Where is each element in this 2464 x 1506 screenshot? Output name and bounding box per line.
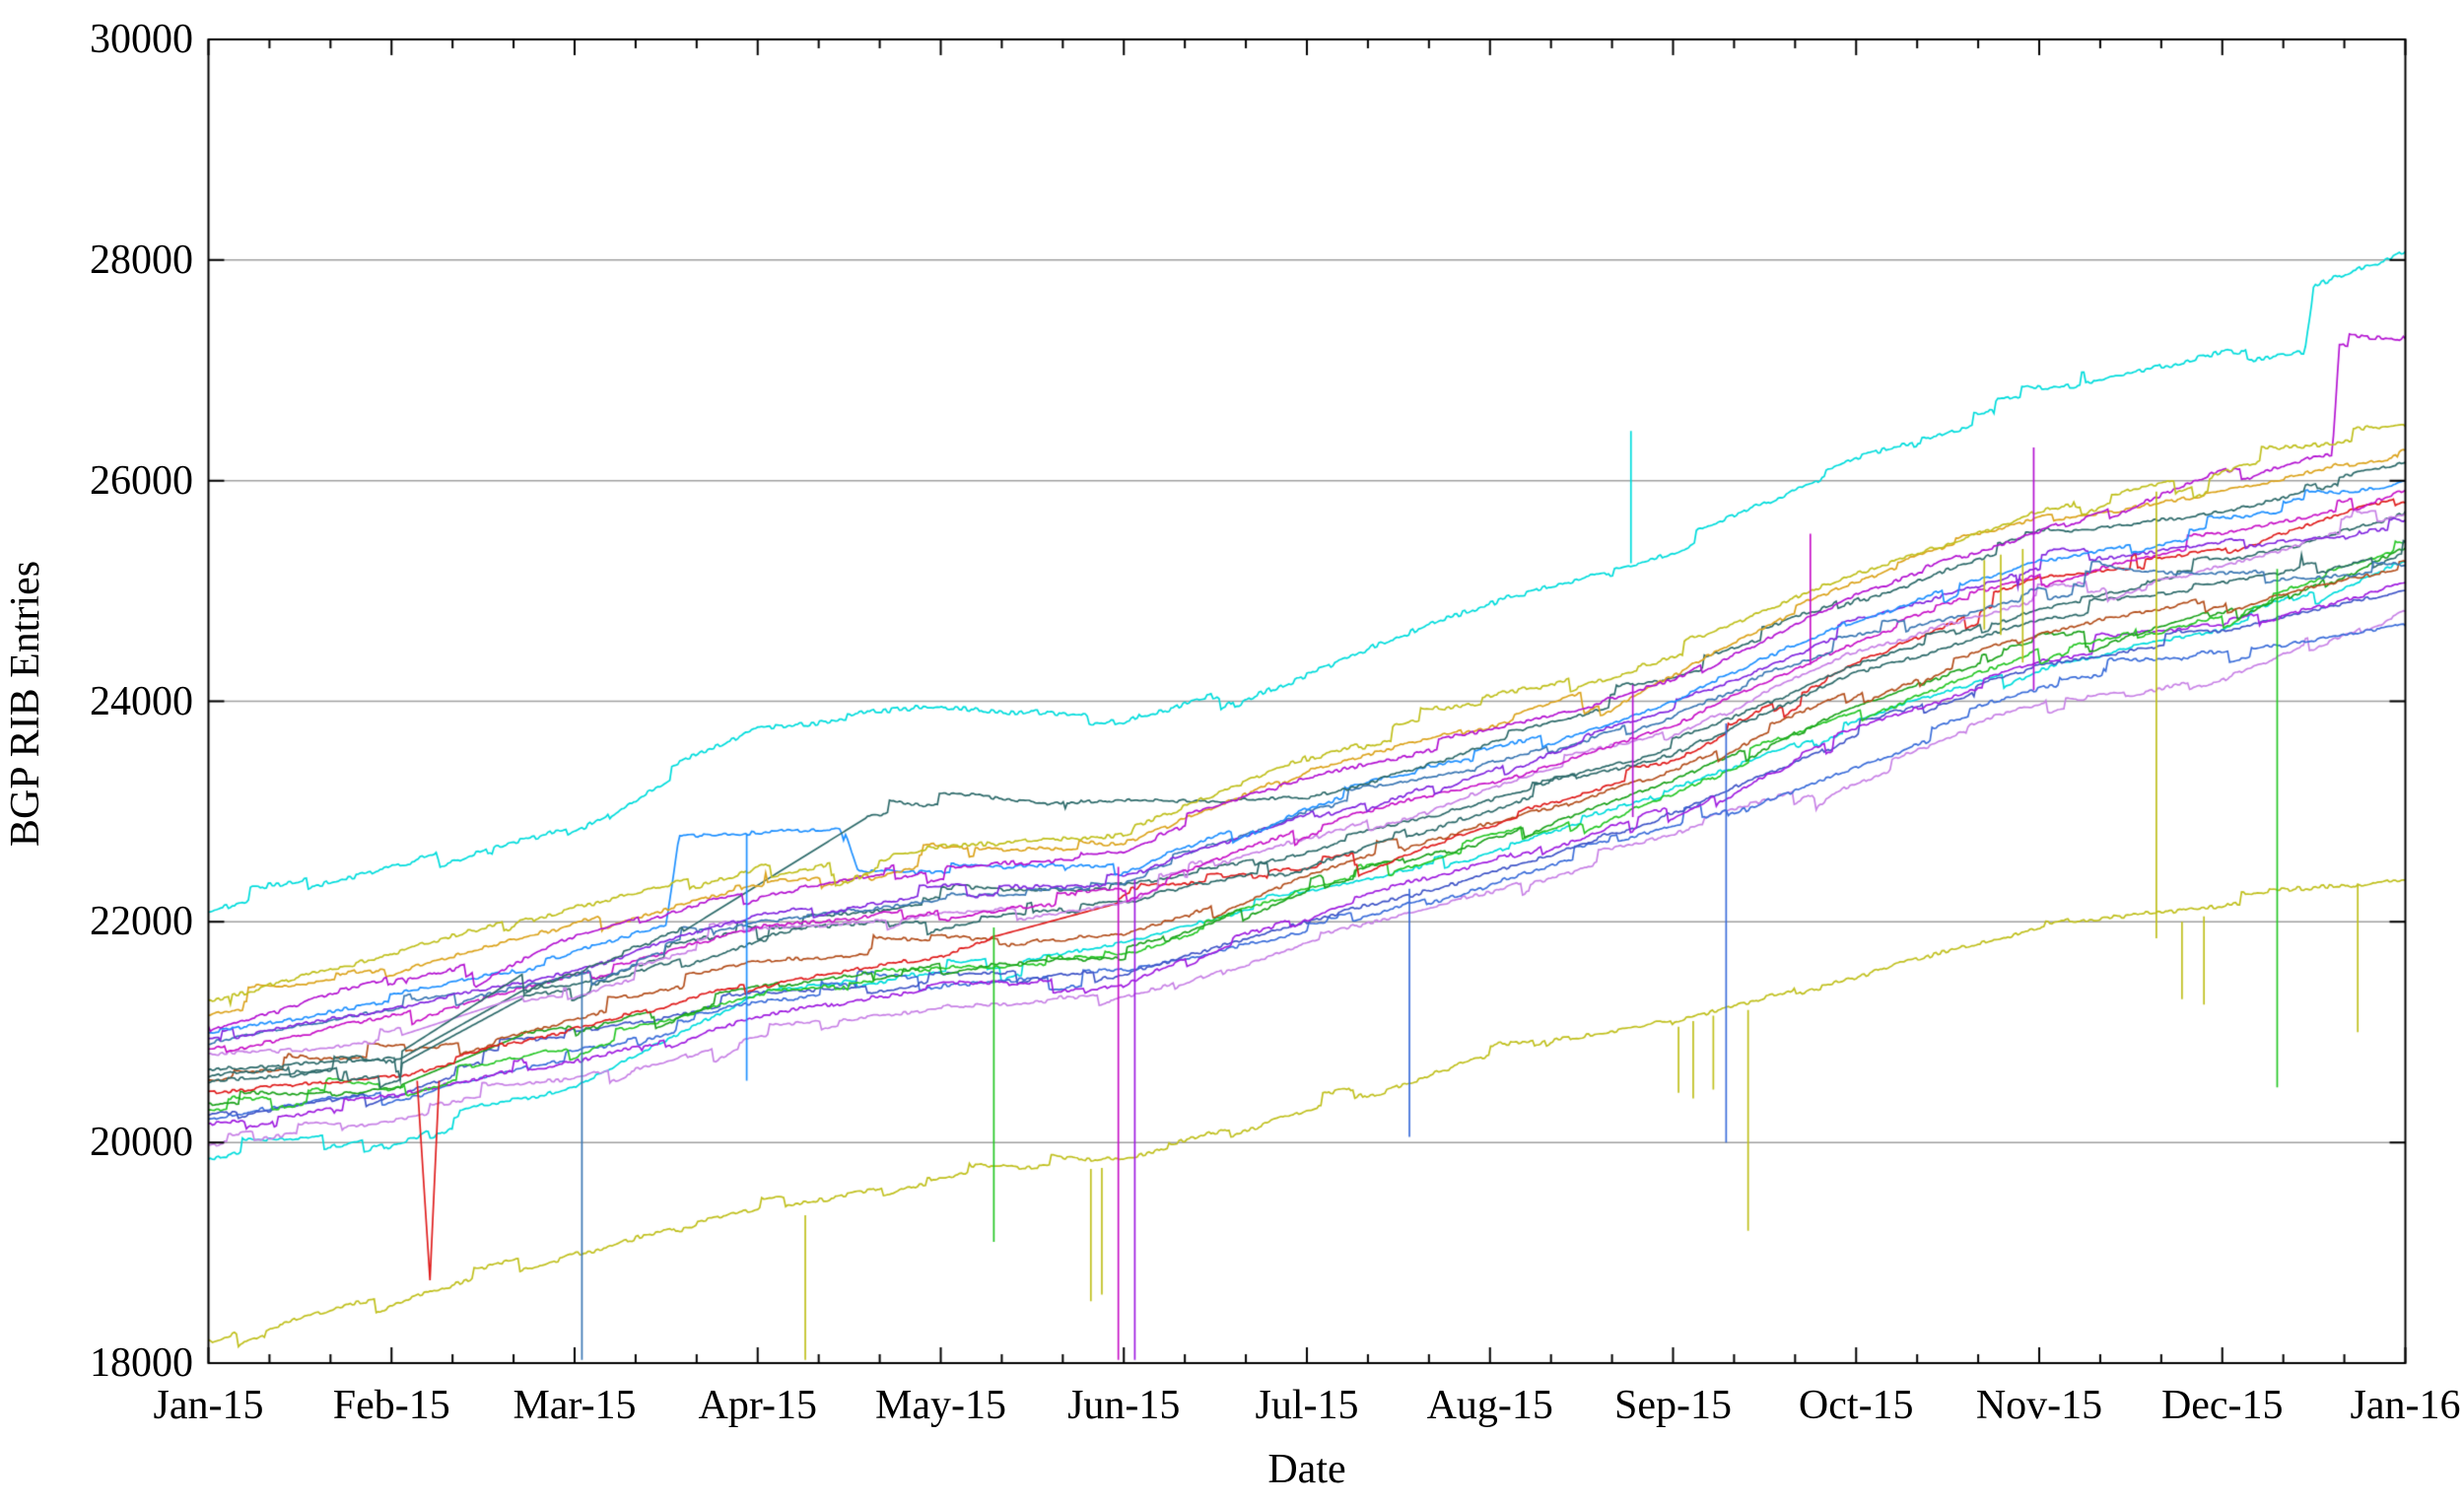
x-tick-label: Nov-15: [1975, 1383, 2103, 1428]
y-axis-title: BGP RIB Entries: [3, 560, 48, 848]
y-tick-label: 18000: [90, 1340, 193, 1386]
x-tick-label: Feb-15: [332, 1383, 450, 1428]
x-tick-label: Apr-15: [698, 1383, 817, 1428]
x-tick-label: Sep-15: [1614, 1383, 1732, 1428]
y-tick-label: 24000: [90, 678, 193, 724]
y-tick-label: 26000: [90, 457, 193, 504]
y-tick-label: 28000: [90, 237, 193, 283]
x-tick-label: Jan-16: [2350, 1383, 2461, 1428]
x-tick-label: Jul-15: [1255, 1383, 1359, 1428]
x-tick-label: May-15: [875, 1383, 1006, 1428]
x-tick-label: Jun-15: [1067, 1383, 1181, 1428]
x-axis-title: Date: [1267, 1447, 1346, 1492]
x-tick-label: Jan-15: [153, 1383, 264, 1428]
x-tick-label: Aug-15: [1426, 1383, 1553, 1428]
y-tick-label: 30000: [90, 17, 193, 62]
y-tick-label: 20000: [90, 1120, 193, 1166]
y-tick-label: 22000: [90, 899, 193, 945]
x-tick-label: Oct-15: [1798, 1383, 1914, 1428]
x-tick-label: Mar-15: [513, 1383, 637, 1428]
x-tick-label: Dec-15: [2160, 1383, 2284, 1428]
